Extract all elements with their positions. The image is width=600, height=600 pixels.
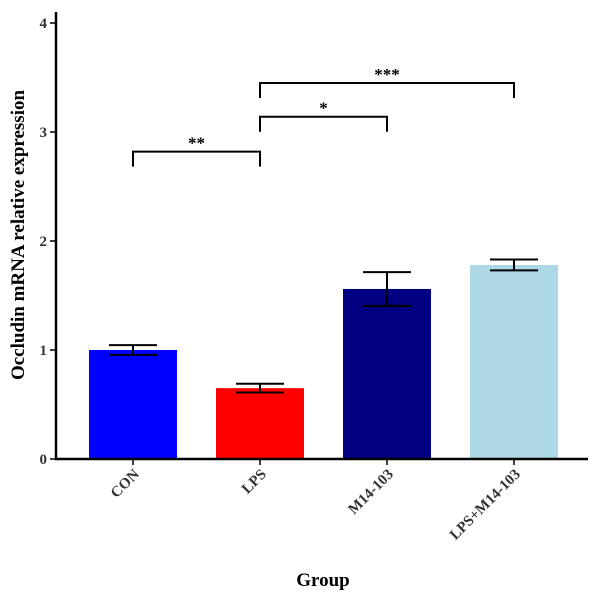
- significance-bracket: ***: [259, 65, 515, 98]
- y-axis-title: Occludin mRNA relative expression: [8, 90, 29, 381]
- error-bars-layer: [109, 258, 538, 394]
- significance-layer: ******: [132, 65, 515, 167]
- x-tick-label: LPS+M14-103: [447, 467, 524, 544]
- significance-label: ***: [374, 65, 400, 84]
- y-tick-label: 1: [40, 343, 48, 359]
- bracket-line: [259, 81, 515, 98]
- x-axis-title: Group: [296, 570, 350, 591]
- significance-bracket: *: [259, 99, 388, 132]
- bracket-line: [259, 115, 388, 132]
- y-tick-label: 4: [40, 16, 48, 32]
- bars-layer: [89, 264, 558, 459]
- y-tick-label: 2: [40, 234, 48, 250]
- y-tick-label: 0: [40, 452, 48, 468]
- x-ticks: CON LPS M14-103 LPS+M14-103: [108, 459, 524, 543]
- significance-label: **: [188, 134, 205, 153]
- bar-con: [89, 350, 177, 459]
- error-bar: [363, 271, 411, 307]
- significance-bracket: **: [132, 134, 261, 167]
- bar-lps-m14-103: [470, 264, 558, 459]
- x-tick-label: LPS: [239, 467, 270, 498]
- significance-label: *: [319, 99, 328, 118]
- axes: [54, 12, 588, 461]
- error-bar: [109, 344, 157, 356]
- x-tick-label: M14-103: [345, 467, 396, 518]
- error-bar: [490, 258, 538, 272]
- x-tick-label: CON: [108, 466, 143, 501]
- bar-lps: [216, 388, 304, 459]
- bracket-line: [132, 150, 261, 167]
- y-tick-label: 3: [40, 125, 48, 141]
- y-ticks: 0 1 2 3 4: [40, 16, 56, 468]
- bar-m14-103: [343, 288, 431, 459]
- error-bar: [236, 382, 284, 394]
